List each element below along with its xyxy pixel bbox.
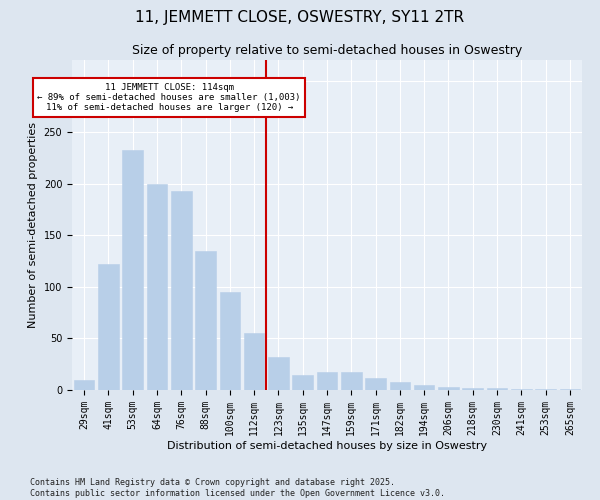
X-axis label: Distribution of semi-detached houses by size in Oswestry: Distribution of semi-detached houses by … xyxy=(167,440,487,450)
Bar xyxy=(122,150,143,390)
Title: Size of property relative to semi-detached houses in Oswestry: Size of property relative to semi-detach… xyxy=(132,44,522,58)
Bar xyxy=(317,372,337,390)
Bar xyxy=(171,191,191,390)
Bar xyxy=(195,251,216,390)
Bar xyxy=(535,389,556,390)
Bar xyxy=(560,389,580,390)
Bar xyxy=(268,357,289,390)
Bar xyxy=(365,378,386,390)
Bar xyxy=(292,374,313,390)
Text: Contains HM Land Registry data © Crown copyright and database right 2025.
Contai: Contains HM Land Registry data © Crown c… xyxy=(30,478,445,498)
Text: 11 JEMMETT CLOSE: 114sqm
← 89% of semi-detached houses are smaller (1,003)
11% o: 11 JEMMETT CLOSE: 114sqm ← 89% of semi-d… xyxy=(37,82,301,112)
Bar xyxy=(146,184,167,390)
Text: 11, JEMMETT CLOSE, OSWESTRY, SY11 2TR: 11, JEMMETT CLOSE, OSWESTRY, SY11 2TR xyxy=(136,10,464,25)
Bar xyxy=(74,380,94,390)
Bar xyxy=(414,385,434,390)
Bar xyxy=(463,388,483,390)
Bar xyxy=(220,292,240,390)
Bar xyxy=(98,264,119,390)
Bar xyxy=(438,387,459,390)
Bar xyxy=(244,334,265,390)
Y-axis label: Number of semi-detached properties: Number of semi-detached properties xyxy=(28,122,38,328)
Bar xyxy=(511,389,532,390)
Bar xyxy=(389,382,410,390)
Bar xyxy=(487,388,508,390)
Bar xyxy=(341,372,362,390)
